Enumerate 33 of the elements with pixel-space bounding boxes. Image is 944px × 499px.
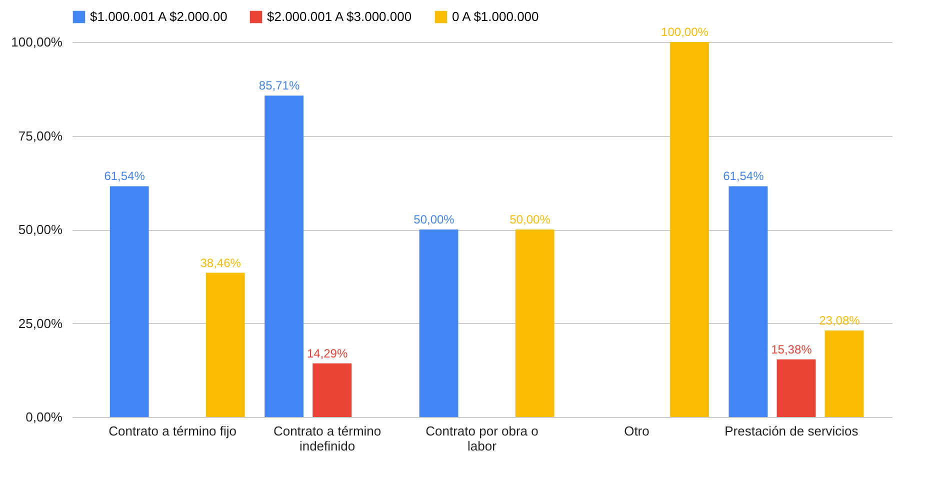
bar <box>824 330 864 417</box>
data-label: 85,71% <box>258 78 300 93</box>
bar <box>264 96 304 417</box>
bar <box>206 272 245 417</box>
y-tick-label: 50,00% <box>18 222 63 237</box>
x-tick-label: Prestación de servicios <box>724 424 859 438</box>
legend-label: $2.000.001 A $3.000.000 <box>267 9 412 24</box>
data-label: 61,54% <box>104 169 146 184</box>
x-tick-label: Otro <box>624 424 650 438</box>
y-tick-label: 0,00% <box>26 410 63 424</box>
data-label: 38,46% <box>200 256 242 270</box>
data-label: 50,00% <box>414 212 455 226</box>
legend-label: $1.000.001 A $2.000.00 <box>90 9 228 24</box>
bar <box>312 363 352 417</box>
data-label: 50,00% <box>510 212 551 226</box>
y-tick-label: 75,00% <box>18 128 63 144</box>
bar <box>728 186 768 417</box>
x-tick-label: Contrato a término indefinido <box>273 424 382 454</box>
bar <box>110 186 149 417</box>
bar <box>670 42 709 417</box>
y-tick-label: 100,00% <box>11 34 63 50</box>
x-tick-label: Contrato por obra o labor <box>426 424 538 454</box>
y-tick-label: 25,00% <box>18 316 63 331</box>
data-label: 100,00% <box>661 25 709 39</box>
legend-label: 0 A $1.000.000 <box>452 9 539 24</box>
data-label: 15,38% <box>771 342 812 356</box>
data-label: 23,08% <box>819 313 860 328</box>
bar <box>776 359 816 417</box>
bar <box>515 230 554 417</box>
data-label: 14,29% <box>306 346 348 360</box>
bar <box>419 230 458 417</box>
data-label: 61,54% <box>723 169 764 184</box>
x-tick-label: Contrato a término fijo <box>108 424 237 438</box>
